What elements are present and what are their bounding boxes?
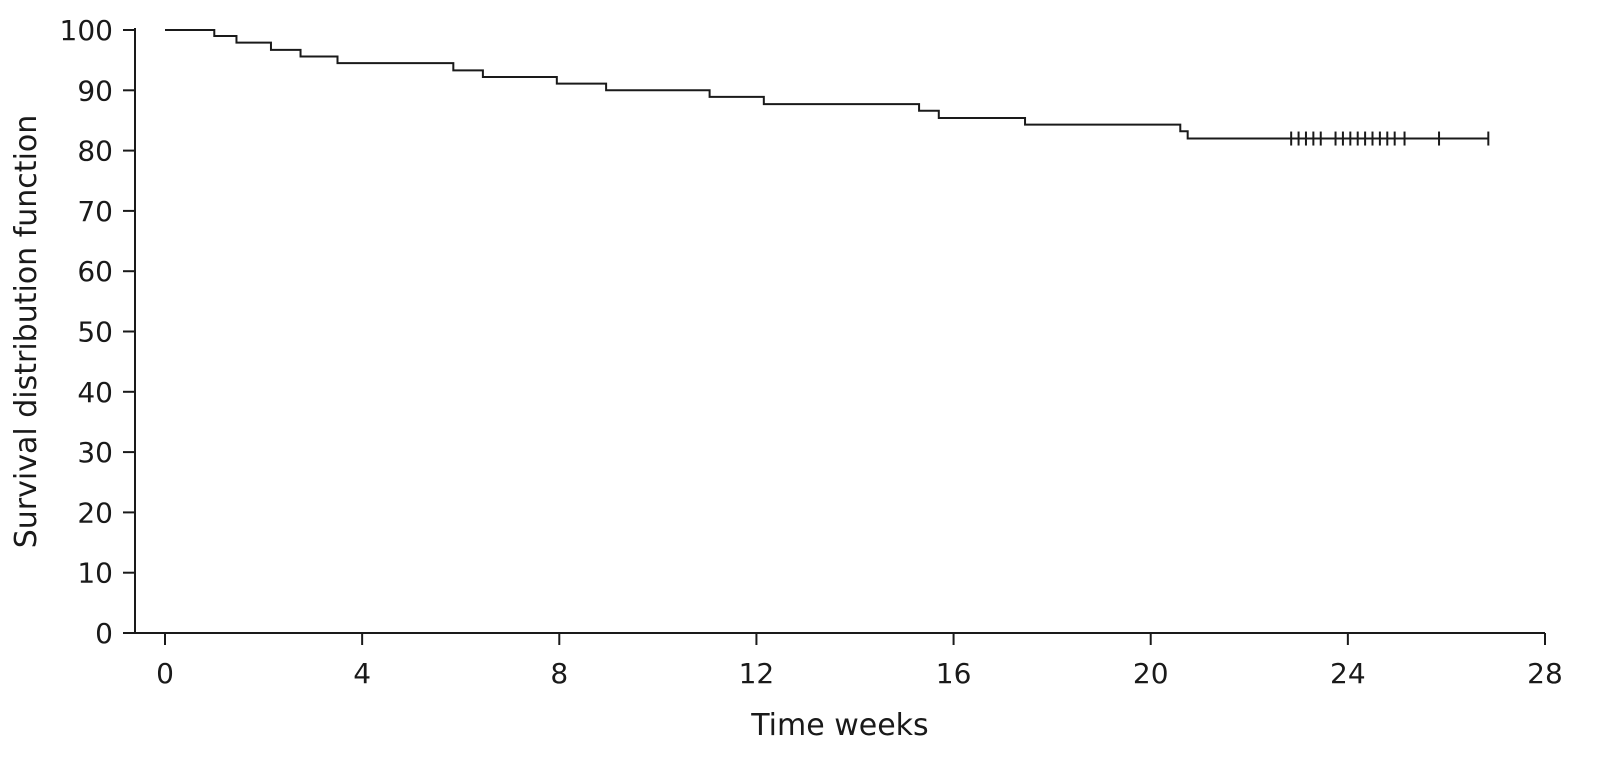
x-axis-ticks: 0 4 8 12 16 20 24 28 bbox=[156, 633, 1563, 690]
x-tick-label: 4 bbox=[353, 657, 371, 690]
y-axis-ticks: 0 10 20 30 40 50 60 70 80 90 100 bbox=[60, 14, 135, 650]
plot-area bbox=[165, 29, 1490, 146]
y-tick-label: 20 bbox=[77, 496, 113, 529]
y-tick-label: 80 bbox=[77, 135, 113, 168]
y-tick-label: 50 bbox=[77, 316, 113, 349]
y-tick-label: 10 bbox=[77, 557, 113, 590]
x-tick-label: 20 bbox=[1133, 657, 1169, 690]
y-tick-label: 70 bbox=[77, 195, 113, 228]
survival-step-line bbox=[165, 29, 1489, 140]
y-tick-label: 90 bbox=[77, 74, 113, 107]
y-tick-label: 0 bbox=[95, 617, 113, 650]
x-tick-label: 28 bbox=[1527, 657, 1563, 690]
x-tick-label: 12 bbox=[739, 657, 775, 690]
y-tick-label: 100 bbox=[60, 14, 113, 47]
y-tick-label: 30 bbox=[77, 436, 113, 469]
x-axis-title: Time weeks bbox=[750, 708, 928, 743]
x-tick-label: 8 bbox=[550, 657, 568, 690]
axes bbox=[134, 28, 1545, 634]
x-tick-label: 0 bbox=[156, 657, 174, 690]
y-tick-label: 60 bbox=[77, 255, 113, 288]
x-tick-label: 24 bbox=[1330, 657, 1366, 690]
x-tick-label: 16 bbox=[936, 657, 972, 690]
y-tick-label: 40 bbox=[77, 376, 113, 409]
y-axis-title: Survival distribution function bbox=[9, 115, 44, 549]
